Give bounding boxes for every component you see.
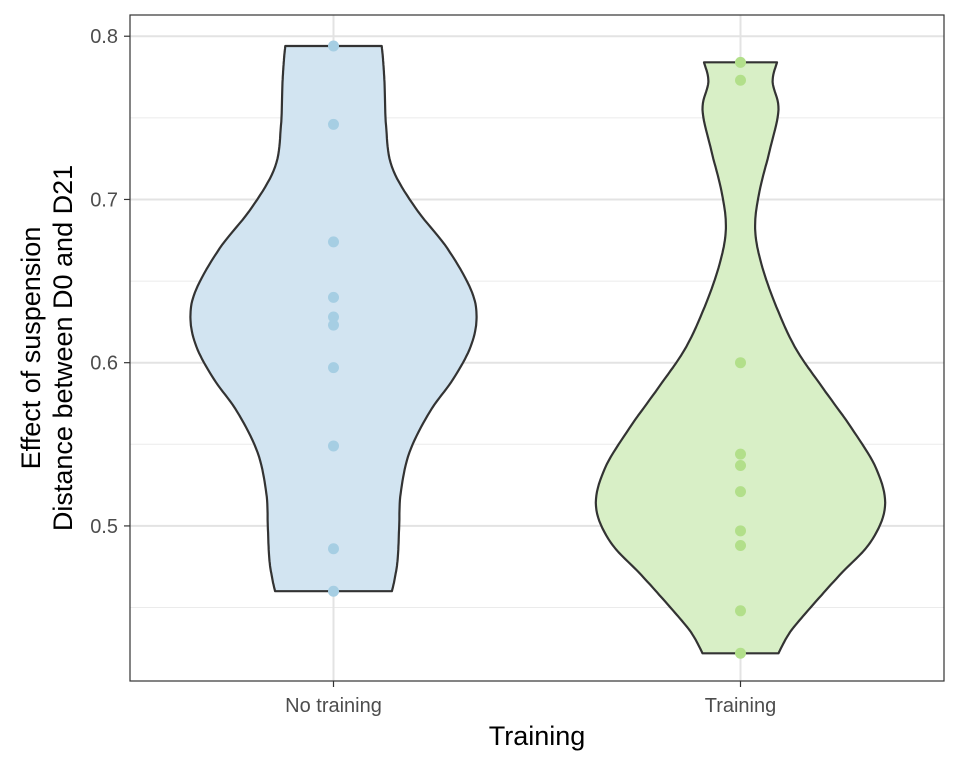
data-point (328, 118, 339, 130)
data-point (735, 647, 746, 659)
data-point (735, 460, 746, 472)
y-tick-label: 0.8 (90, 26, 118, 48)
data-point (328, 362, 339, 374)
x-axis-title: Training (489, 721, 586, 751)
plot-border (129, 14, 945, 682)
data-point (328, 311, 339, 323)
y-axis-title-line-1: Effect of suspension (16, 227, 46, 470)
x-tick-label: No training (285, 695, 382, 717)
data-point (328, 319, 339, 331)
data-point (328, 236, 339, 248)
data-point (735, 525, 746, 537)
x-axis: No training Training (285, 681, 776, 717)
data-point (328, 440, 339, 452)
y-axis: 0.5 0.6 0.7 0.8 (90, 26, 130, 538)
data-point (328, 40, 339, 52)
data-point (735, 540, 746, 552)
data-point (735, 74, 746, 86)
data-point (735, 56, 746, 68)
y-axis-title-line-2: Distance between D0 and D21 (48, 165, 78, 531)
data-point (735, 448, 746, 460)
data-points (328, 40, 746, 659)
data-point (328, 543, 339, 555)
y-tick-label: 0.7 (90, 189, 118, 211)
y-tick-label: 0.5 (90, 516, 118, 538)
data-point (735, 605, 746, 617)
data-point (735, 486, 746, 498)
data-point (735, 357, 746, 369)
y-tick-label: 0.6 (90, 353, 118, 375)
x-tick-label: Training (705, 695, 777, 717)
y-axis-title: Effect of suspension Distance between D0… (16, 165, 78, 531)
data-point (328, 585, 339, 597)
data-point (328, 291, 339, 303)
